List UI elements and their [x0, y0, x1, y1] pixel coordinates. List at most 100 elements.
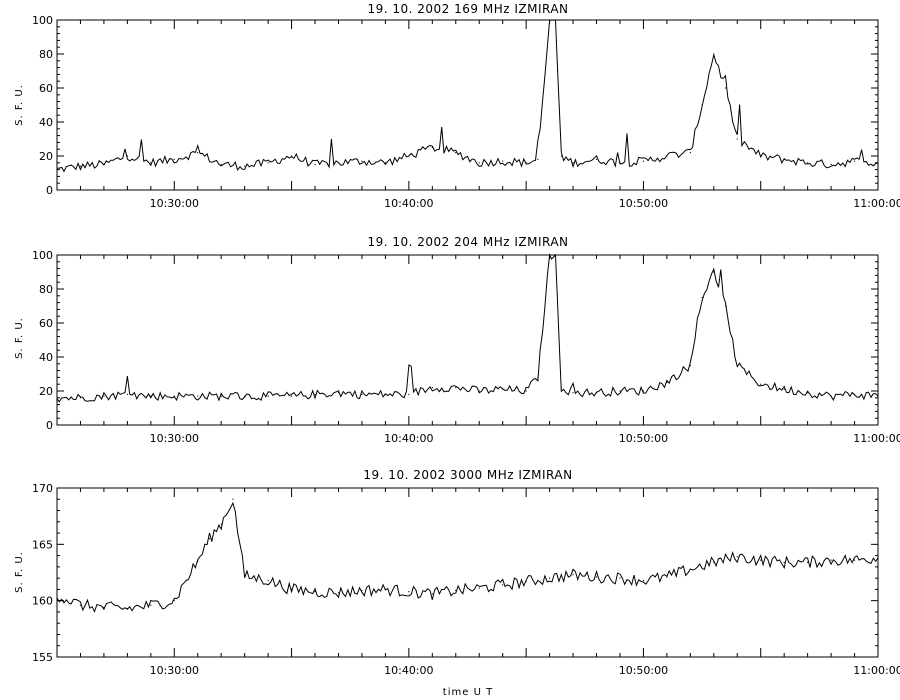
- data-point: [807, 561, 809, 563]
- data-point: [384, 393, 386, 395]
- data-point: [197, 152, 199, 154]
- data-point: [853, 559, 856, 561]
- data-point: [554, 254, 557, 256]
- data-point: [502, 584, 504, 586]
- y-axis-label-204mhz: S. F. U.: [14, 317, 25, 359]
- data-point: [361, 160, 363, 162]
- plot-169mhz: 0 20 40 60 80 100 10:30:00 10:40:00 10:50:00 11:0…: [32, 14, 900, 210]
- data-point: [572, 392, 574, 394]
- data-point: [314, 163, 316, 166]
- data-point: [595, 576, 598, 578]
- data-point: [877, 162, 879, 164]
- data-point: [853, 393, 856, 395]
- series-line: [56, 19, 879, 173]
- data-point: [502, 388, 504, 390]
- data-point: [126, 155, 128, 157]
- data-point: [208, 538, 211, 540]
- y-tick-label: 100: [32, 249, 53, 262]
- y-tick-label: 80: [39, 283, 53, 296]
- data-point: [290, 588, 293, 591]
- plot-204mhz: 0 20 40 60 80 100 10:30:00 10:40:00 10:50:00 11:0…: [32, 249, 900, 445]
- x-tick-label: 10:30:00: [150, 197, 199, 210]
- data-point: [455, 387, 457, 389]
- data-point: [760, 559, 762, 561]
- data-point: [431, 593, 433, 595]
- plot-frame: [56, 487, 879, 658]
- data-point: [549, 254, 551, 256]
- data-point: [713, 53, 715, 55]
- data-point: [783, 388, 785, 390]
- data-point: [220, 163, 222, 166]
- data-point: [103, 163, 105, 166]
- data-point: [502, 160, 504, 162]
- data-point: [619, 577, 621, 579]
- data-point: [853, 160, 856, 162]
- data-point: [701, 296, 703, 299]
- data-point: [232, 498, 234, 500]
- data-point: [337, 592, 340, 594]
- data-point: [431, 387, 433, 389]
- data-point: [267, 162, 269, 164]
- data-point: [642, 390, 645, 392]
- data-point: [807, 162, 809, 164]
- data-point: [736, 364, 738, 367]
- data-point: [689, 364, 691, 367]
- data-point: [560, 387, 562, 389]
- data-point: [384, 588, 386, 591]
- data-point: [642, 579, 645, 581]
- data-point: [361, 393, 363, 395]
- data-point: [361, 589, 363, 592]
- data-point: [431, 146, 433, 149]
- plot-frame: [56, 19, 879, 191]
- y-tick-label: 0: [46, 419, 53, 432]
- data-point: [713, 561, 715, 563]
- data-point: [79, 165, 82, 167]
- data-point: [666, 155, 668, 157]
- x-tick-label: 10:40:00: [384, 432, 433, 445]
- y-tick-label: 100: [32, 14, 53, 27]
- data-point: [537, 158, 539, 160]
- data-point: [642, 160, 645, 162]
- plot-frame: [56, 254, 879, 426]
- data-point: [267, 579, 269, 581]
- data-point: [173, 600, 175, 602]
- data-point: [408, 393, 410, 395]
- panel-3000mhz: 19. 10. 2002 3000 MHz IZMIRAN S. F. U. 1…: [14, 468, 900, 677]
- y-tick-label: 155: [32, 651, 53, 664]
- data-point: [724, 87, 727, 89]
- y-tick-label: 160: [32, 595, 53, 608]
- x-tick-label: 10:50:00: [619, 664, 668, 677]
- data-point: [689, 152, 691, 154]
- data-point: [408, 155, 410, 157]
- data-point: [595, 392, 598, 394]
- panel-title-3000mhz: 19. 10. 2002 3000 MHz IZMIRAN: [363, 468, 572, 482]
- data-point: [197, 560, 199, 562]
- y-tick-label: 80: [39, 48, 53, 61]
- x-tick-label: 10:40:00: [384, 197, 433, 210]
- panel-title-169mhz: 19. 10. 2002 169 MHz IZMIRAN: [367, 2, 568, 16]
- x-tick-label: 10:30:00: [150, 432, 199, 445]
- data-point: [337, 162, 340, 164]
- panel-204mhz: 19. 10. 2002 204 MHz IZMIRAN S. F. U. 0 2…: [14, 235, 900, 445]
- y-tick-label: 165: [32, 538, 53, 551]
- data-point: [337, 392, 340, 394]
- data-point: [525, 390, 527, 392]
- data-point: [244, 165, 246, 167]
- data-point: [290, 155, 293, 157]
- data-point: [736, 556, 738, 558]
- data-point: [244, 575, 246, 577]
- data-point: [478, 390, 480, 392]
- x-tick-label: 10:50:00: [619, 432, 668, 445]
- data-point: [314, 393, 316, 395]
- data-point: [56, 169, 58, 171]
- data-point: [79, 604, 82, 606]
- data-point: [267, 395, 269, 397]
- data-point: [455, 152, 457, 154]
- data-point: [560, 155, 562, 157]
- data-point: [572, 574, 574, 576]
- data-point: [666, 381, 668, 384]
- data-point: [619, 390, 621, 392]
- y-tick-label: 60: [39, 317, 53, 330]
